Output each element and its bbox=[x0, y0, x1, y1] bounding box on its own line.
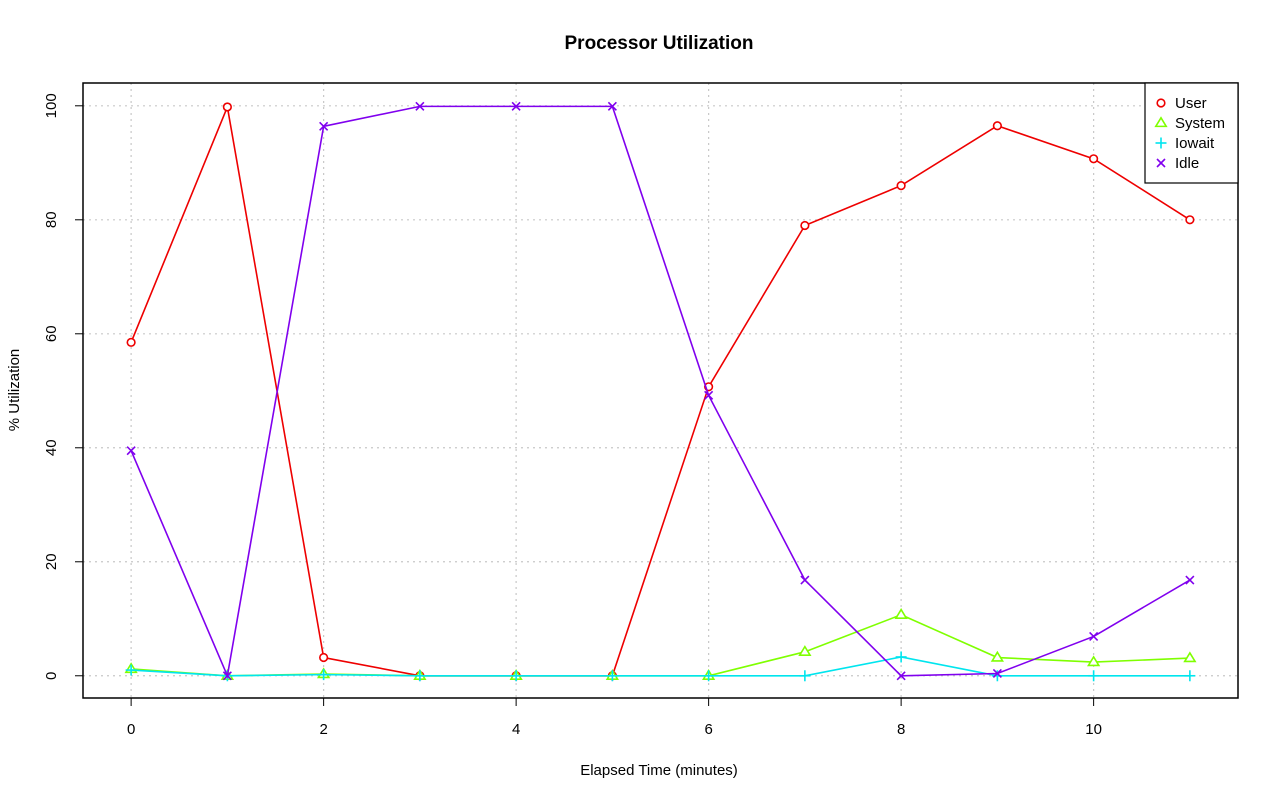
plot-frame bbox=[82, 82, 1239, 699]
series-line-system bbox=[131, 613, 1190, 677]
point-iowait bbox=[1088, 670, 1100, 682]
x-tick-label: 10 bbox=[1085, 721, 1102, 738]
legend-item: System bbox=[1154, 115, 1225, 132]
x-tick-label: 4 bbox=[512, 721, 520, 738]
point-idle bbox=[896, 671, 906, 681]
legend: User System Iowait Idle bbox=[1144, 82, 1239, 184]
y-tick-label: 0 bbox=[43, 672, 60, 680]
legend-label: User bbox=[1175, 95, 1207, 112]
legend-item: Idle bbox=[1156, 155, 1199, 172]
chart-title: Processor Utilization bbox=[565, 33, 754, 54]
point-user bbox=[126, 337, 136, 347]
point-idle bbox=[800, 575, 810, 585]
point-user bbox=[1089, 154, 1099, 164]
point-iowait bbox=[895, 651, 907, 663]
point-idle bbox=[1089, 631, 1099, 642]
point-user bbox=[896, 180, 906, 191]
y-axis: 0 20 40 60 80 100 bbox=[43, 93, 84, 680]
series-iowait bbox=[125, 651, 1196, 682]
series-line-iowait bbox=[131, 656, 1190, 677]
series-line-idle bbox=[130, 105, 1191, 679]
point-iowait bbox=[991, 670, 1003, 682]
point-system bbox=[894, 608, 908, 619]
y-tick-label: 60 bbox=[43, 325, 60, 342]
point-idle bbox=[704, 390, 714, 400]
point-iowait bbox=[1184, 670, 1196, 682]
point-iowait bbox=[318, 669, 330, 681]
x-tick-label: 2 bbox=[319, 721, 327, 738]
series-idle bbox=[126, 101, 1195, 681]
point-iowait bbox=[703, 670, 715, 682]
legend-label: Idle bbox=[1175, 155, 1199, 172]
x-tick-label: 8 bbox=[897, 721, 905, 738]
x-tick-label: 6 bbox=[704, 721, 712, 738]
point-idle bbox=[992, 668, 1002, 679]
point-system bbox=[990, 650, 1004, 662]
point-idle bbox=[222, 671, 232, 681]
legend-marker bbox=[1155, 137, 1167, 149]
series-system bbox=[124, 608, 1197, 680]
point-user bbox=[800, 220, 810, 231]
point-idle bbox=[1185, 575, 1195, 585]
series-user bbox=[126, 102, 1195, 681]
y-tick-label: 100 bbox=[43, 93, 60, 118]
legend-item: User bbox=[1156, 95, 1207, 112]
point-system bbox=[798, 645, 812, 657]
series-layer bbox=[124, 101, 1197, 682]
point-idle bbox=[607, 101, 617, 111]
x-axis: 0 2 4 6 8 10 bbox=[127, 697, 1102, 738]
point-iowait bbox=[510, 670, 522, 682]
point-idle bbox=[319, 121, 329, 131]
point-iowait bbox=[414, 670, 426, 682]
y-tick-label: 40 bbox=[43, 439, 60, 456]
legend-marker bbox=[1156, 98, 1166, 108]
y-tick-label: 80 bbox=[43, 211, 60, 228]
point-user bbox=[1185, 215, 1195, 225]
legend-marker bbox=[1154, 116, 1168, 128]
point-system bbox=[1087, 655, 1101, 667]
point-idle bbox=[415, 101, 425, 111]
x-axis-label: Elapsed Time (minutes) bbox=[580, 762, 738, 779]
legend-label: System bbox=[1175, 115, 1225, 132]
y-axis-label: % Utilization bbox=[6, 349, 23, 432]
point-idle bbox=[511, 101, 521, 111]
y-tick-label: 20 bbox=[43, 553, 60, 570]
series-line-user bbox=[130, 104, 1191, 677]
legend-label: Iowait bbox=[1175, 135, 1215, 152]
legend-marker bbox=[1156, 158, 1166, 168]
point-iowait bbox=[125, 664, 137, 676]
point-user bbox=[319, 652, 329, 663]
point-user bbox=[222, 102, 232, 112]
point-idle bbox=[126, 446, 136, 456]
point-iowait bbox=[606, 670, 618, 682]
point-user bbox=[992, 121, 1002, 131]
grid bbox=[83, 83, 1238, 698]
point-iowait bbox=[799, 670, 811, 682]
point-system bbox=[1183, 651, 1197, 663]
legend-item: Iowait bbox=[1155, 135, 1215, 152]
x-tick-label: 0 bbox=[127, 721, 135, 738]
